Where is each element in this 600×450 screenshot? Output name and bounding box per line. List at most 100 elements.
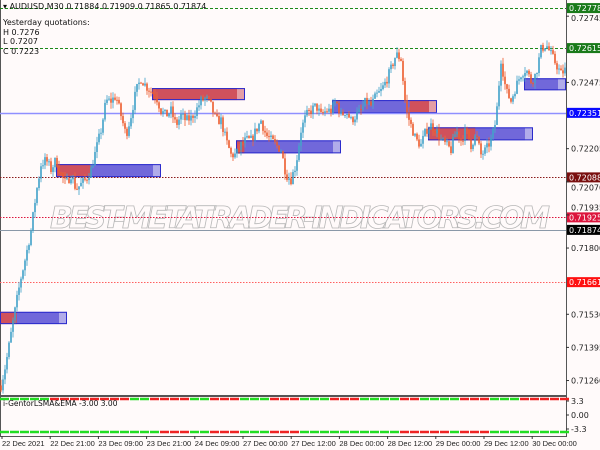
candle <box>448 140 450 148</box>
candle-body <box>376 92 378 94</box>
candle-body <box>256 128 258 132</box>
candle <box>252 134 254 147</box>
candle-body <box>356 112 358 120</box>
candle-body <box>220 117 222 125</box>
candle-body <box>418 139 420 147</box>
zone-border <box>152 88 245 101</box>
candle <box>6 352 8 374</box>
candle <box>470 139 472 153</box>
candle <box>280 149 282 153</box>
candle <box>514 91 516 99</box>
candle <box>286 169 288 182</box>
candle <box>532 81 534 87</box>
candle-body <box>116 99 118 101</box>
candle <box>180 110 182 125</box>
indicator-tick-label: 0.00 <box>571 411 589 420</box>
candle-body <box>518 79 520 81</box>
candle-body <box>8 342 10 358</box>
candle <box>274 135 276 145</box>
candle-body <box>348 113 350 118</box>
candle-body <box>456 131 458 135</box>
candle <box>148 87 150 98</box>
candle <box>386 76 388 88</box>
candle-body <box>198 105 200 108</box>
candle <box>236 148 238 158</box>
candle <box>488 137 490 153</box>
candle <box>192 114 194 123</box>
candle-body <box>322 111 324 113</box>
candle-body <box>344 115 346 117</box>
candle <box>320 103 322 114</box>
candle-body <box>352 117 354 123</box>
candle <box>28 243 30 254</box>
candle-body <box>480 143 482 155</box>
candle-body <box>4 369 6 380</box>
candle <box>474 134 476 147</box>
candle-body <box>0 385 2 391</box>
candle <box>318 104 320 116</box>
candle-body <box>192 115 194 118</box>
candle <box>512 94 514 105</box>
candle <box>294 166 296 177</box>
candle <box>58 160 60 175</box>
candle <box>102 118 104 136</box>
candle-body <box>194 116 196 118</box>
candle <box>2 374 4 394</box>
candle-body <box>154 93 156 98</box>
candle <box>372 94 374 109</box>
candle-body <box>478 136 480 144</box>
yesterday-quotations: Yesterday quotations: H 0.7276 L 0.7207 … <box>3 18 90 56</box>
candle <box>222 115 224 137</box>
candle <box>132 105 134 124</box>
candle <box>492 127 494 141</box>
candle <box>378 86 380 93</box>
candle <box>282 150 284 159</box>
level-price-badge <box>567 3 600 14</box>
candle <box>134 86 136 115</box>
candle-body <box>432 123 434 132</box>
dropdown-arrow-icon[interactable]: ▾ <box>3 2 8 11</box>
candle-body <box>462 140 464 142</box>
candle-body <box>172 106 174 118</box>
candle-body <box>526 70 528 74</box>
candle-body <box>62 173 64 178</box>
yesterday-low: L 0.7207 <box>3 37 38 46</box>
candle <box>392 63 394 69</box>
zone-end-segment <box>59 311 67 325</box>
candle-body <box>326 111 328 113</box>
candle <box>516 75 518 95</box>
candle-body <box>436 129 438 134</box>
candle <box>332 98 334 115</box>
candle-body <box>424 128 426 136</box>
candle <box>24 258 26 277</box>
candle-body <box>484 147 486 154</box>
candle-body <box>32 212 34 231</box>
candle-body <box>562 70 564 74</box>
candle-body <box>332 102 334 114</box>
candle-body <box>284 158 286 175</box>
candle <box>510 97 512 104</box>
time-tick-label: 29 Dec 12:00 <box>484 439 529 448</box>
candle-body <box>530 74 532 84</box>
candle-body <box>308 109 310 111</box>
candle-body <box>340 111 342 114</box>
candle-body <box>372 98 374 106</box>
candle-body <box>310 110 312 114</box>
candle <box>540 44 542 59</box>
candle <box>528 69 530 78</box>
candle-body <box>412 123 414 136</box>
level-price-badge <box>567 107 600 118</box>
candle-body <box>266 132 268 137</box>
price-tick-label: 0.71395 <box>571 343 600 352</box>
zone-border <box>524 78 566 91</box>
candle-body <box>362 105 364 110</box>
candle <box>462 135 464 146</box>
candle <box>328 103 330 114</box>
candle-body <box>290 178 292 185</box>
candle-body <box>540 44 542 58</box>
candle-body <box>34 202 36 213</box>
candle <box>278 145 280 153</box>
candle <box>22 269 24 281</box>
candle-body <box>214 112 216 114</box>
